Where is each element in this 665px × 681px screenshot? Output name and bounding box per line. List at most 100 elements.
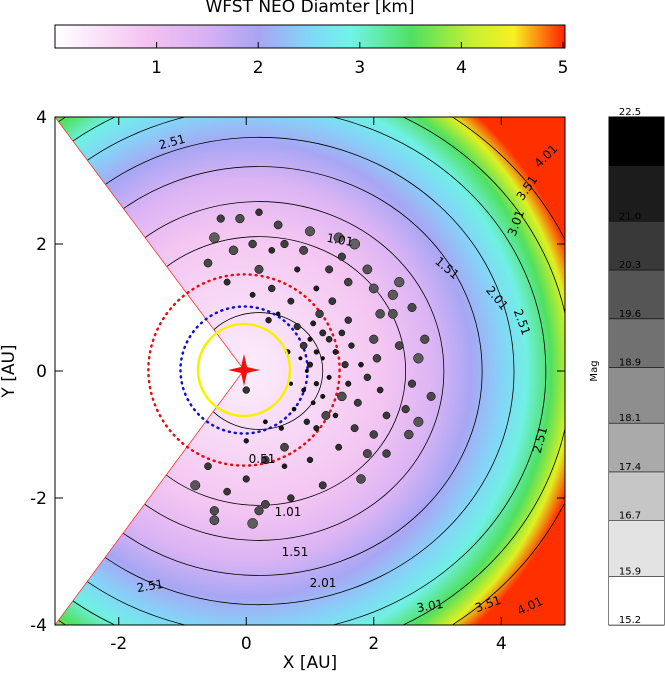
point [313, 285, 320, 292]
contour-line [55, 166, 483, 576]
colorbar-tick-label: 22.5 [619, 107, 641, 118]
point [333, 232, 344, 243]
point [325, 265, 334, 274]
point [345, 380, 352, 387]
colorbar-tick-label: 3 [354, 58, 365, 78]
colorbar-tick-label: 18.9 [619, 358, 641, 369]
point [313, 381, 320, 387]
point [335, 443, 343, 451]
point [337, 252, 346, 261]
colorbar-step [609, 471, 664, 521]
point [420, 334, 430, 344]
x-tick-label: -2 [110, 634, 127, 654]
point [350, 424, 359, 433]
contours [55, 117, 565, 625]
point [387, 289, 399, 300]
point [375, 309, 385, 319]
point [287, 494, 295, 502]
point [426, 391, 436, 401]
point [247, 518, 258, 529]
point [368, 283, 379, 294]
point [382, 449, 391, 458]
point [332, 412, 339, 419]
point [372, 354, 382, 363]
colorbar-step [609, 367, 664, 424]
colorbar-step [609, 423, 664, 472]
point [376, 386, 384, 394]
point [265, 317, 272, 324]
point [287, 297, 295, 305]
point [298, 356, 303, 361]
point [235, 213, 245, 224]
point [332, 349, 339, 355]
point [249, 291, 256, 298]
point [362, 449, 372, 459]
contour-line [55, 117, 547, 625]
point [280, 442, 289, 452]
point [209, 515, 220, 526]
point [305, 226, 315, 237]
colorbar-tick-label: 20.3 [619, 260, 641, 271]
point [307, 336, 313, 342]
y-tick-label: 2 [36, 235, 47, 255]
point [313, 349, 320, 355]
colorbar-tick-label: 18.1 [619, 413, 641, 424]
y-tick-label: -4 [30, 616, 47, 636]
sun [228, 354, 260, 386]
x-tick-label: 0 [241, 634, 252, 654]
point [242, 386, 250, 394]
contour-label: 2.51 [136, 577, 165, 595]
colorbar-tick-label: 5 [558, 58, 569, 78]
point [268, 284, 276, 293]
contour-label: 1.51 [282, 545, 309, 559]
point [303, 418, 310, 425]
colorbar-tick-label: 17.4 [619, 462, 641, 473]
point [254, 506, 264, 516]
point [407, 303, 417, 312]
point [413, 416, 424, 427]
point [262, 419, 268, 425]
contour-label: 2.51 [530, 425, 550, 454]
point [209, 506, 219, 516]
point [204, 462, 212, 471]
point [341, 361, 349, 369]
colorbar-step [609, 221, 664, 271]
point [310, 320, 317, 327]
point [337, 391, 347, 402]
colorbar-title: WFST NEO Diamter [km] [205, 0, 414, 17]
contour-label: 2.51 [157, 132, 186, 152]
colorbar-tick-label: 19.6 [619, 309, 641, 320]
point [363, 373, 372, 382]
point [348, 342, 355, 349]
point [291, 406, 297, 412]
colorbar-step [609, 270, 664, 319]
point [394, 341, 404, 350]
point [328, 297, 337, 305]
point [299, 245, 309, 255]
contour-label: 1.01 [275, 505, 302, 519]
field-fill [55, 117, 565, 625]
point [228, 245, 239, 256]
point [273, 220, 283, 230]
contour-label: 3.01 [416, 597, 445, 615]
field [55, 117, 565, 625]
point [306, 361, 314, 368]
point [248, 239, 257, 249]
point [299, 341, 308, 350]
colorbar-step [609, 520, 664, 577]
colorbar-step [609, 318, 664, 368]
x-tick-label: 4 [496, 634, 507, 654]
point [344, 316, 352, 324]
point [293, 322, 301, 331]
point [261, 500, 270, 509]
colorbar-tick-label: 4 [456, 58, 467, 78]
y-tick-label: 0 [36, 362, 47, 382]
point [338, 329, 346, 337]
contour-label: 0.51 [249, 452, 276, 466]
point [261, 455, 270, 465]
y-axis-label: Y [AU] [0, 344, 19, 398]
colorbar-tick-label: 15.9 [619, 566, 641, 577]
point [362, 264, 373, 275]
colorbar-tick-label: 21.0 [619, 211, 641, 222]
